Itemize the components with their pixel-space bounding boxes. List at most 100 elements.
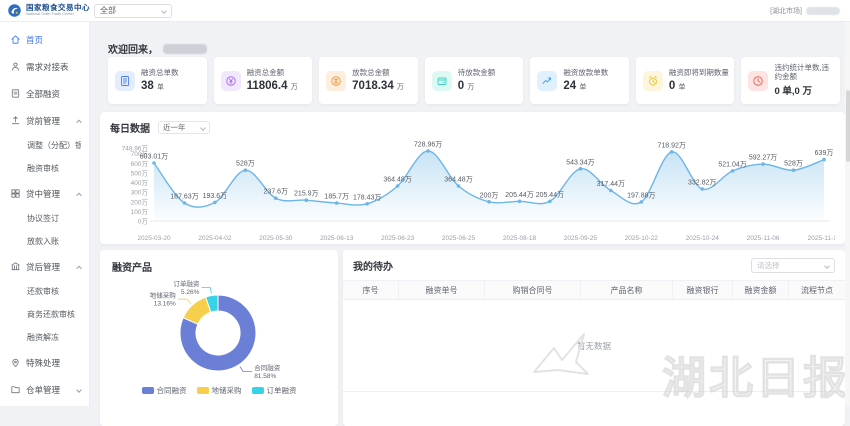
- scrollbar-thumb[interactable]: [845, 90, 850, 162]
- svg-text:2025-11-06: 2025-11-06: [747, 235, 780, 242]
- daily-data-card: 每日数据 近一年 0万 100万 200万 300万 400万 500万 600万 700万 7…: [100, 112, 845, 244]
- sidebar-item-label: 商务还款审核: [27, 310, 75, 319]
- alarm-icon: [642, 70, 663, 91]
- stat-value: 38 单: [141, 79, 164, 92]
- user-name-redacted[interactable]: [806, 6, 840, 15]
- svg-text:合同融资: 合同融资: [254, 363, 281, 372]
- sidebar-item-financing-unfreeze[interactable]: 融资解冻: [0, 326, 89, 349]
- app-logo: 国家粮食交易中心 National Grain Trade Center: [0, 3, 90, 18]
- legend-item-合同融资[interactable]: 合同融资: [141, 385, 187, 396]
- stat-value: 0 单: [668, 79, 686, 92]
- svg-text:528万: 528万: [784, 160, 803, 168]
- sidebar-item-warehouse-receipt[interactable]: 仓单管理: [0, 376, 89, 403]
- svg-text:2025-04-02: 2025-04-02: [198, 235, 232, 242]
- svg-text:639万: 639万: [815, 149, 834, 157]
- chevron-down-icon: [161, 7, 167, 14]
- legend-label: 订单融资: [266, 386, 297, 395]
- chevron-down-icon: [76, 386, 82, 393]
- svg-text:364.48万: 364.48万: [444, 176, 472, 184]
- sidebar-item-label: 特殊处理: [26, 357, 61, 368]
- sidebar-item-special-handling[interactable]: 特殊处理: [0, 349, 89, 376]
- sidebar-item-adjust-bank[interactable]: 调整（分配）银行: [0, 134, 89, 157]
- stat-card-financing-total-count: 融资总单数 38 单: [108, 57, 207, 104]
- my-todo-card: 我的待办 请选择 序号 融资单号 购销合同号 产品名称 融资银行 融资金额 流程节点 暂无数…: [343, 250, 845, 426]
- legend-item-订单融资[interactable]: 订单融资: [251, 385, 297, 396]
- svg-text:200万: 200万: [480, 191, 499, 199]
- stat-card-financing-loan-count: 融资放款单数 24 单: [530, 57, 629, 104]
- stats-row: 融资总单数 38 单融资总金额 11806.4 万放款总金额 7018.34 万待放款…: [108, 57, 841, 104]
- stat-value: 0 万: [457, 79, 475, 92]
- svg-text:592.27万: 592.27万: [749, 154, 777, 162]
- svg-text:317.44万: 317.44万: [597, 180, 625, 188]
- sidebar-item-label: 需求对接表: [26, 61, 69, 72]
- money-icon: [220, 70, 241, 91]
- sidebar-item-label: 融资审核: [27, 164, 59, 173]
- svg-text:2025-06-13: 2025-06-13: [320, 235, 354, 242]
- sidebar-item-label: 还款审核: [27, 287, 59, 296]
- stat-title: 融资总单数: [141, 68, 179, 78]
- welcome-text: 欢迎回来，: [108, 45, 158, 56]
- sidebar-item-preloan-management[interactable]: 贷前管理: [0, 107, 89, 134]
- sidebar-item-agreement-signing[interactable]: 协议签订: [0, 207, 89, 230]
- stat-card-financing-expiring-count: 融资即将到期数量 0 单: [635, 57, 735, 104]
- my-todo-title: 我的待办: [353, 262, 393, 273]
- stat-title: 融资放款单数: [563, 68, 609, 78]
- todo-filter-placeholder: 请选择: [757, 261, 780, 270]
- sidebar-item-business-repayment-review[interactable]: 商务还款审核: [0, 303, 89, 326]
- sidebar-item-postloan-management[interactable]: 贷后管理: [0, 253, 89, 280]
- svg-text:528万: 528万: [236, 160, 255, 168]
- svg-text:332.82万: 332.82万: [688, 179, 716, 187]
- svg-text:728.96万: 728.96万: [414, 140, 442, 148]
- welcome-user-redacted: [163, 43, 207, 54]
- stat-title: 违约统计单数,违约金额: [774, 62, 830, 81]
- stat-card-pending-loan-amount: 待放款金额 0 万: [424, 57, 524, 104]
- svg-text:2025-11-18: 2025-11-18: [808, 235, 835, 242]
- svg-text:地储采购: 地储采购: [150, 291, 177, 300]
- svg-text:100万: 100万: [131, 208, 149, 216]
- sidebar-item-label: 协议签订: [27, 214, 59, 223]
- chevron-down-icon: [200, 124, 206, 131]
- sidebar-item-label: 全部融资: [26, 88, 61, 99]
- sidebar-item-loan-entry[interactable]: 放款入账: [0, 230, 89, 253]
- home-icon: [10, 34, 21, 45]
- sidebar-item-all-financing[interactable]: 全部融资: [0, 80, 89, 107]
- todo-table-body: 暂无数据: [343, 300, 845, 392]
- chevron-down-icon: [824, 262, 830, 269]
- date-range-select[interactable]: 近一年: [158, 121, 210, 134]
- svg-text:2025-05-30: 2025-05-30: [259, 235, 293, 242]
- stat-value: 0 单,0 万: [774, 86, 812, 98]
- sidebar-item-label: 仓单管理: [26, 384, 61, 395]
- stat-value: 7018.34 万: [352, 79, 404, 92]
- svg-text:718.92万: 718.92万: [657, 141, 685, 149]
- scope-select[interactable]: 全部: [94, 3, 172, 18]
- svg-text:订单融资: 订单融资: [173, 279, 200, 288]
- empty-state-text: 暂无数据: [576, 340, 611, 351]
- bank-icon: [10, 261, 21, 272]
- sidebar-item-midloan-management[interactable]: 贷中管理: [0, 180, 89, 207]
- svg-text:185.7万: 185.7万: [324, 193, 349, 201]
- doc-icon: [115, 70, 135, 91]
- svg-text:603.01万: 603.01万: [140, 153, 168, 161]
- legend-swatch: [251, 387, 264, 394]
- sidebar-item-label: 融资解冻: [27, 333, 59, 342]
- daily-line-chart: 0万100万200万300万400万500万600万700万748.96万603…: [122, 140, 835, 242]
- brand-logo-icon: [8, 4, 21, 17]
- legend-swatch: [141, 387, 154, 394]
- sidebar-item-demand-table[interactable]: 需求对接表: [0, 53, 89, 80]
- top-bar: 国家粮食交易中心 National Grain Trade Center 全部 …: [0, 0, 850, 22]
- chevron-up-icon: [76, 265, 82, 271]
- todo-filter-select[interactable]: 请选择: [751, 258, 835, 273]
- upload-icon: [10, 115, 21, 126]
- donut-legend: 合同融资 地储采购 订单融资: [100, 385, 338, 396]
- legend-item-地储采购[interactable]: 地储采购: [196, 385, 242, 396]
- stat-title: 融资即将到期数量: [668, 68, 729, 78]
- sidebar-item-home[interactable]: 首页: [0, 26, 89, 53]
- todo-column-header: 流程节点: [801, 285, 833, 295]
- user-icon: [10, 61, 21, 72]
- sidebar-item-financing-review[interactable]: 融资审核: [0, 157, 89, 180]
- svg-text:5.26%: 5.26%: [181, 289, 200, 296]
- svg-text:364.48万: 364.48万: [383, 176, 411, 184]
- sidebar-item-repayment-review[interactable]: 还款审核: [0, 280, 89, 303]
- svg-text:500万: 500万: [131, 169, 149, 177]
